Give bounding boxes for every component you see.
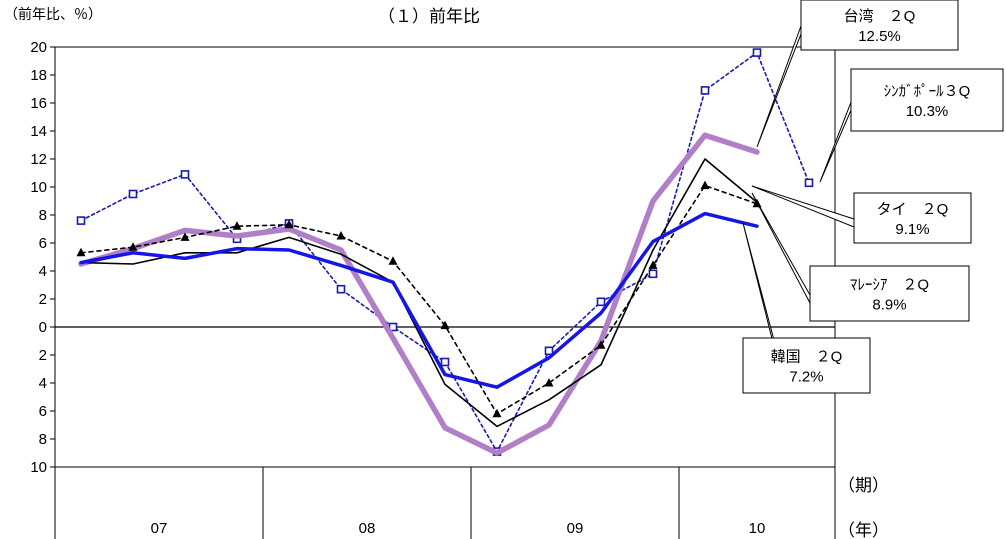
y-tick-label: 6	[39, 403, 47, 420]
labels: （前年比、％） （１）前年比 （期） （年）	[4, 6, 889, 539]
series-point	[76, 247, 86, 257]
callout-box	[800, 0, 959, 51]
series-point	[128, 242, 138, 251]
callout-leader	[756, 25, 802, 148]
series-point	[284, 219, 294, 229]
series-point	[648, 269, 658, 279]
series-point	[76, 216, 86, 225]
callout-4: 韓国 ２Q 7.2%	[742, 222, 871, 394]
year-label: 10	[749, 520, 766, 537]
series-point	[700, 180, 710, 190]
callout-2: タイ ２Q 9.1%	[751, 185, 972, 244]
callout-box	[850, 68, 1004, 132]
series-point	[596, 340, 606, 349]
series-point	[544, 346, 554, 356]
series-point	[700, 86, 710, 95]
series-line	[79, 211, 759, 389]
series-point	[648, 260, 658, 269]
y-tick-label: 12	[30, 151, 47, 168]
x-axis-year-label: （年）	[838, 521, 889, 539]
callout-label: ﾏﾚｰｼｱ ２Q	[850, 277, 929, 294]
callout-value: 7.2%	[789, 369, 823, 386]
series-point	[128, 189, 138, 199]
y-tick-label: 10	[30, 179, 47, 196]
callout-leader	[751, 192, 811, 304]
callout-label: 台湾 ２Q	[844, 8, 916, 25]
series-line	[80, 158, 758, 428]
series-line	[80, 184, 758, 415]
callout-value: 8.9%	[872, 297, 906, 314]
series-1	[78, 132, 760, 456]
callout-0: 台湾 ２Q 12.5%	[756, 0, 959, 148]
y-tick-label: 16	[30, 95, 47, 112]
callout-3: ﾏﾚｰｼｱ ２Q 8.9%	[751, 192, 970, 322]
series-point	[180, 232, 190, 241]
callout-label: ｼﾝｶﾞﾎﾟｰﾙ３Q	[884, 83, 971, 100]
y-tick-label: 6	[39, 235, 47, 252]
y-axis-label: （前年比、％）	[4, 6, 102, 22]
series-4	[79, 211, 759, 389]
series-point	[804, 178, 814, 188]
callout-label: 韓国 ２Q	[771, 349, 843, 366]
callout-value: 12.5%	[858, 28, 901, 45]
callout-1: ｼﾝｶﾞﾎﾟｰﾙ３Q 10.3%	[819, 68, 1004, 183]
series-point	[544, 378, 554, 387]
y-tick-label: 8	[39, 207, 47, 224]
series-point	[752, 48, 762, 57]
callout-value: 9.1%	[895, 221, 929, 238]
series-line	[78, 132, 760, 456]
year-label: 07	[151, 520, 168, 537]
x-axis-period-label: （期）	[838, 476, 889, 495]
series-point	[596, 297, 606, 307]
callout-box	[742, 337, 871, 394]
series-point	[232, 221, 242, 230]
callout-value: 10.3%	[906, 103, 949, 120]
callout-box	[809, 265, 970, 322]
callout-box	[853, 192, 972, 244]
series-point	[492, 408, 502, 418]
series-3	[80, 158, 758, 428]
y-tick-label: 4	[39, 375, 47, 392]
series-point	[388, 256, 398, 265]
callout-label: タイ ２Q	[877, 201, 949, 218]
y-tick-label: 2	[39, 291, 47, 308]
y-tick-label: 18	[30, 67, 47, 84]
series-layer	[76, 48, 814, 456]
series-point	[336, 231, 346, 240]
y-tick-label: 20	[30, 39, 47, 56]
series-point	[180, 170, 190, 179]
y-tick-label: 8	[39, 431, 47, 448]
year-label: 09	[567, 520, 584, 537]
year-label: 08	[359, 520, 376, 537]
series-point	[440, 357, 450, 367]
chart-title: （１）前年比	[378, 7, 480, 26]
series-point	[440, 320, 450, 330]
series-point	[336, 284, 346, 294]
y-tick-label: 0	[39, 319, 47, 336]
y-tick-label: 4	[39, 263, 47, 280]
y-tick-label: 2	[39, 347, 47, 364]
y-tick-label: 14	[30, 123, 47, 140]
y-tick-label: 10	[30, 459, 47, 476]
